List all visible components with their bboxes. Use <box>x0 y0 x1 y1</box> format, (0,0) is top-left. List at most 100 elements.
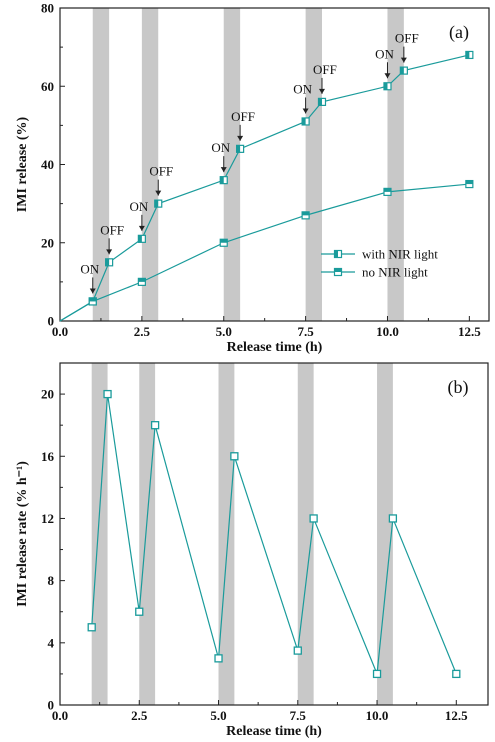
panel-a-y-tick-label: 60 <box>41 79 54 94</box>
panel-b-series-0-point <box>309 514 318 523</box>
annotation-on: ON <box>211 140 231 173</box>
panel-b-series-0-point <box>452 669 461 679</box>
legend-marker-fill <box>334 268 342 272</box>
annotation-label: OFF <box>231 109 255 124</box>
legend-marker-fill <box>334 250 338 258</box>
annotation-off: OFF <box>313 62 337 94</box>
annotation-label: OFF <box>100 222 124 237</box>
legend-label: with NIR light <box>362 247 438 262</box>
panel-a-x-tick-label: 2.5 <box>134 324 151 339</box>
panel-b-series-0-point <box>135 607 144 616</box>
annotation-arrow-head <box>400 57 407 63</box>
annotation-off: OFF <box>395 31 419 63</box>
panel-a-series-0-point-fill <box>236 145 241 153</box>
annotation-arrow-head <box>384 73 391 79</box>
panel-a-series-0-point <box>137 234 146 243</box>
annotation-label: ON <box>211 140 230 155</box>
legend-label: no NIR light <box>362 265 428 280</box>
panel-b-y-axis-label: IMI release rate (% h⁻¹) <box>15 461 30 607</box>
panel-b-x-tick-label: 7.5 <box>290 708 307 723</box>
panel-a-series-0-point <box>465 50 474 60</box>
panel-b-series-0-point <box>230 452 239 461</box>
panel-a-series-0-point <box>317 97 327 107</box>
annotation-arrow-head <box>302 108 309 114</box>
panel-a-x-tick-label: 10.0 <box>376 324 399 339</box>
panel-a-series-1-point-fill <box>465 180 473 185</box>
panel-a-series-0-point-fill <box>154 200 159 208</box>
legend-marker <box>333 267 343 277</box>
panel-b-x-tick-label: 2.5 <box>131 708 148 723</box>
annotation-arrow-head <box>220 167 227 173</box>
panel-a-x-axis-label: Release time (h) <box>227 340 323 355</box>
panel-a: 0.0 2.5 5.0 7.5 10.0 12.5 0 20 40 60 80 Release tim… <box>15 1 490 355</box>
annotation-off: OFF <box>149 164 173 196</box>
panel-a-series-1-point <box>137 277 146 286</box>
panel-b-y-tick-label: 8 <box>48 573 55 588</box>
panel-b-x-tick-label: 5.0 <box>210 708 226 723</box>
legend: with NIR light no NIR light <box>321 247 438 280</box>
panel-b-x-tick-label: 12.5 <box>445 708 468 723</box>
panel-a-series-0-point <box>383 82 392 91</box>
panel-a-series-0-point <box>105 258 114 267</box>
annotation-arrow-head <box>106 249 113 255</box>
panel-b-light-band-1 <box>139 363 156 705</box>
panel-a-y-tick-label: 20 <box>41 235 54 250</box>
panel-a-series-0-point-fill <box>138 235 142 243</box>
panel-a-series-1-point <box>88 297 97 306</box>
annotation-arrow-head <box>138 225 145 231</box>
panel-b-light-band-2 <box>218 363 235 705</box>
annotation-label: ON <box>375 46 394 61</box>
annotation-off: OFF <box>100 222 124 255</box>
annotation-arrow-head <box>89 288 96 294</box>
panel-b-x-axis-label: Release time (h) <box>226 724 322 739</box>
panel-a-series-0-point <box>399 66 408 75</box>
annotation-label: ON <box>293 81 312 96</box>
panel-a-series-0-point <box>154 199 163 208</box>
panel-b-y-tick-label: 4 <box>48 635 55 650</box>
panel-a-light-band-3 <box>305 8 322 321</box>
panel-a-series-0-point-fill <box>318 98 322 106</box>
annotation-on: ON <box>375 46 394 79</box>
panel-b: 0.0 2.5 5.0 7.5 10.0 12.5 0 4 8 12 16 20 Release tim… <box>15 362 489 739</box>
panel-a-series-1-point <box>219 238 228 247</box>
panel-b-series-0-point <box>87 623 96 632</box>
panel-a-series-0-point-fill <box>105 258 110 266</box>
panel-b-y-tick-label: 16 <box>41 449 55 464</box>
panel-b-plot-frame <box>59 362 489 706</box>
panel-a-series-1-point <box>383 187 392 196</box>
panel-a-series-1-point-fill <box>302 211 310 216</box>
panel-b-light-band-0 <box>91 363 108 705</box>
annotation-label: ON <box>129 199 148 214</box>
panel-a-y-tick-label: 0 <box>48 314 55 329</box>
panel-a-series-0-point-fill <box>302 117 306 125</box>
panel-b-series-0-point <box>293 646 302 655</box>
panel-a-panel-label: (a) <box>449 22 469 43</box>
panel-a-x-tick-label: 7.5 <box>297 324 314 339</box>
legend-marker <box>333 249 343 259</box>
panel-a-series-1-point-fill <box>383 188 391 192</box>
panel-a-series-1-point-fill <box>138 278 146 282</box>
panel-b-series-0-point <box>103 389 112 399</box>
panel-b-series-0-point <box>150 421 160 430</box>
panel-b-light-band-4 <box>377 363 393 705</box>
panel-b-x-tick-label: 10.0 <box>366 708 389 723</box>
panel-b-series-0-point <box>214 654 223 663</box>
panel-a-series-0-point <box>219 176 228 185</box>
panel-a-series-0-point-fill <box>220 176 224 184</box>
panel-a-x-tick-label: 12.5 <box>458 324 481 339</box>
panel-b-panel-label: (b) <box>448 377 469 398</box>
annotation-on: ON <box>293 81 313 114</box>
panel-a-series-line-0 <box>59 54 470 322</box>
annotation-on: ON <box>129 199 149 231</box>
panel-a-series-1-point-fill <box>220 239 228 243</box>
annotation-arrow-head <box>318 88 325 94</box>
annotation-arrow-head <box>155 190 162 196</box>
panel-a-x-tick-label: 0.0 <box>52 324 68 339</box>
panel-a-x-tick-label: 5.0 <box>216 324 232 339</box>
panel-a-y-tick-label: 80 <box>41 1 54 16</box>
annotation-label: OFF <box>149 164 173 179</box>
panel-a-y-axis-label: IMI release (%) <box>15 116 30 212</box>
panel-b-y-tick-label: 20 <box>41 387 54 402</box>
annotation-on: ON <box>80 261 100 294</box>
